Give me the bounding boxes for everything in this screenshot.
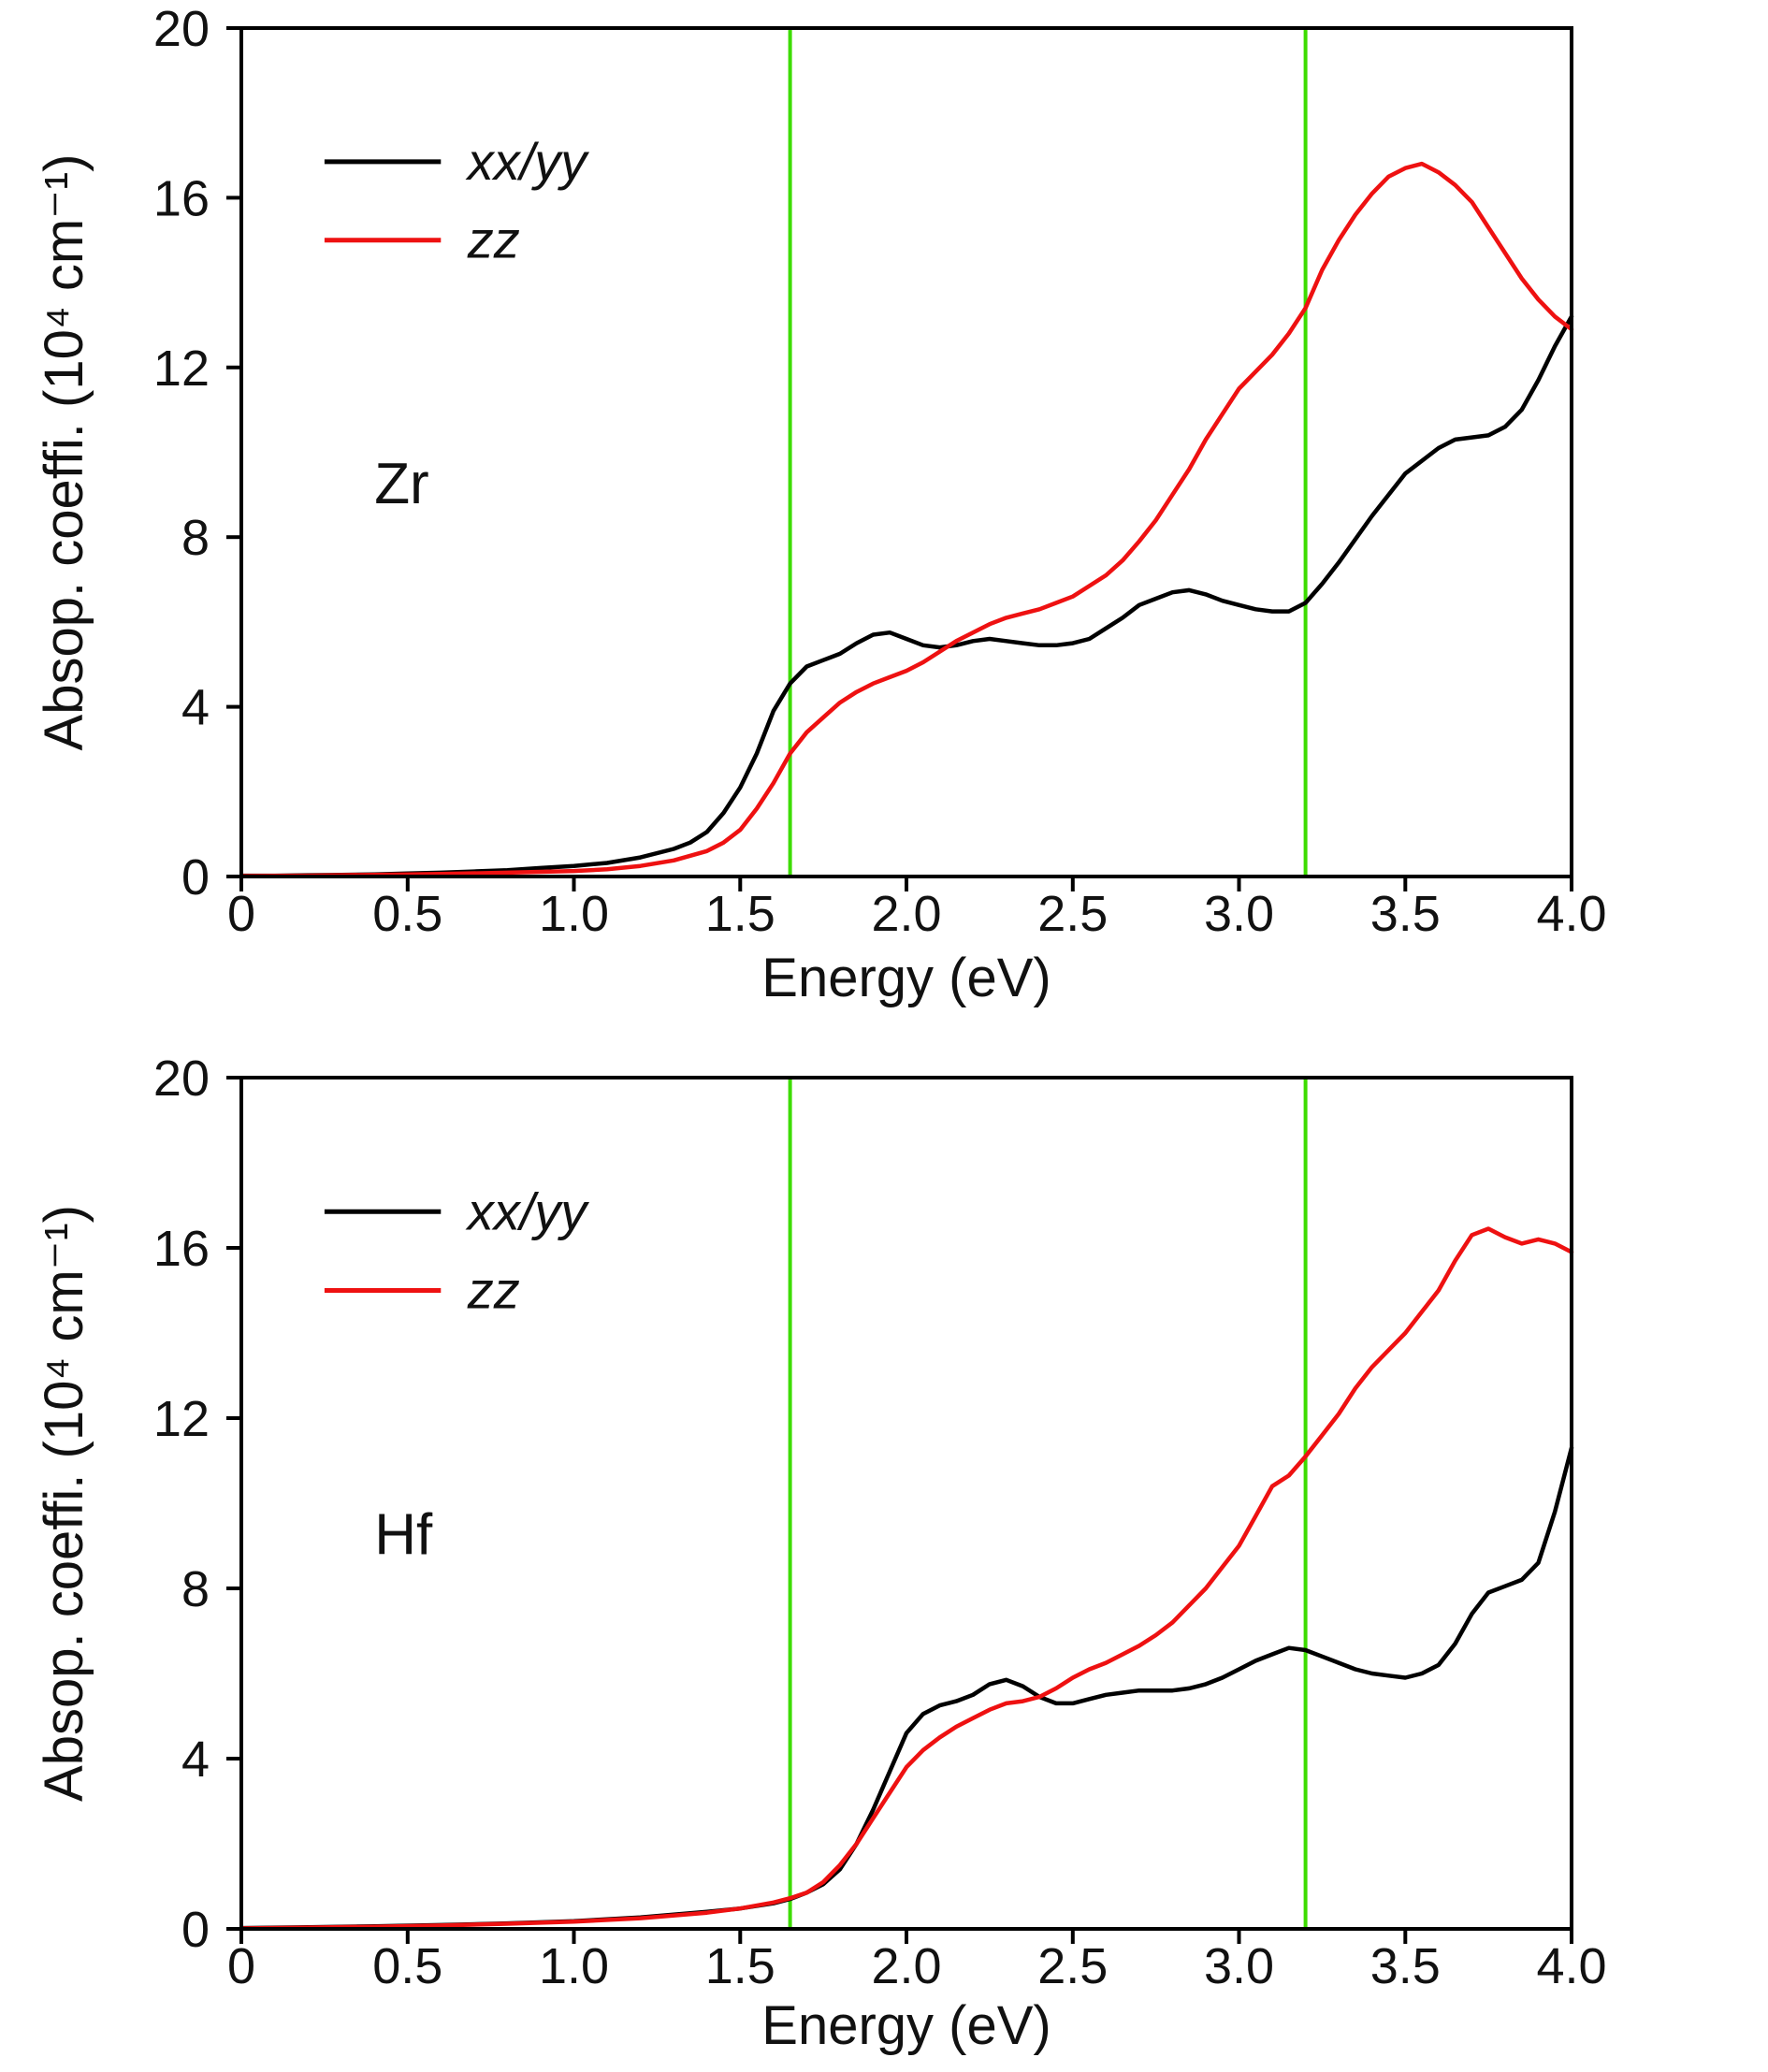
x-tick-label: 2.5	[1037, 886, 1108, 942]
y-tick-label: 16	[153, 170, 210, 226]
xxyy-curve	[239, 1445, 1574, 1931]
y-tick-label: 0	[181, 1902, 210, 1958]
zr-panel: 0 0.5 1.0 1.5 2.0 2.5 3.0 3.5 4.0 0 4 8 12 16 20 Energy…	[34, 1, 1607, 1008]
zz-curve	[239, 161, 1574, 878]
panel-label: Zr	[374, 452, 429, 516]
y-axis-label: Absop. coeffi. (10⁴ cm⁻¹)	[34, 1205, 94, 1802]
plot-frame	[239, 26, 1573, 878]
y-axis-label: Absop. coeffi. (10⁴ cm⁻¹)	[34, 154, 94, 751]
y-tick-label: 20	[153, 1, 210, 57]
zz-curve	[239, 1226, 1574, 1931]
x-tick-label: 3.0	[1204, 886, 1274, 942]
y-tick-label: 12	[153, 1391, 210, 1447]
legend-label-zz: zz	[467, 1261, 520, 1320]
hf-chart: 0 0.5 1.0 1.5 2.0 2.5 3.0 3.5 4.0 0 4 8 12 16 20 Energy…	[34, 1050, 1607, 2056]
x-tick-label: 2.0	[871, 1938, 941, 1994]
x-tick-label: 1.5	[705, 886, 775, 942]
panel-label: Hf	[374, 1503, 433, 1568]
x-tick-label: 0.5	[372, 886, 442, 942]
zr-chart: 0 0.5 1.0 1.5 2.0 2.5 3.0 3.5 4.0 0 4 8 12 16 20 Energy…	[34, 1, 1607, 1008]
legend-label-zz: zz	[467, 210, 520, 269]
x-tick-label: 1.5	[705, 1938, 775, 1994]
x-tick-label: 3.5	[1370, 1938, 1441, 1994]
hf-panel: 0 0.5 1.0 1.5 2.0 2.5 3.0 3.5 4.0 0 4 8 12 16 20 Energy…	[0, 1036, 1768, 2072]
y-tick-label: 16	[153, 1221, 210, 1277]
x-axis-label: Energy (eV)	[761, 948, 1051, 1008]
y-tick-label: 20	[153, 1050, 210, 1107]
x-tick-label: 3.0	[1204, 1938, 1274, 1994]
y-tick-label: 12	[153, 341, 210, 397]
x-tick-label: 0	[227, 1938, 255, 1994]
x-tick-label: 0.5	[372, 1938, 442, 1994]
x-tick-label: 0	[227, 886, 255, 942]
x-tick-label: 4.0	[1536, 886, 1606, 942]
x-tick-label: 2.0	[871, 886, 941, 942]
plot-frame	[239, 1076, 1573, 1931]
x-tick-label: 1.0	[539, 1938, 609, 1994]
y-tick-label: 0	[181, 849, 210, 906]
x-tick-label: 2.5	[1037, 1938, 1108, 1994]
y-tick-label: 8	[181, 1561, 210, 1617]
legend-label-xxyy: xx/yy	[465, 1181, 590, 1240]
y-tick-label: 4	[181, 680, 210, 736]
xxyy-curve	[239, 314, 1574, 878]
y-tick-label: 4	[181, 1731, 210, 1788]
x-axis-label: Energy (eV)	[761, 1995, 1051, 2056]
x-tick-label: 1.0	[539, 886, 609, 942]
legend-label-xxyy: xx/yy	[465, 132, 590, 191]
y-tick-label: 8	[181, 510, 210, 566]
x-tick-label: 4.0	[1536, 1938, 1606, 1994]
x-tick-label: 3.5	[1370, 886, 1441, 942]
